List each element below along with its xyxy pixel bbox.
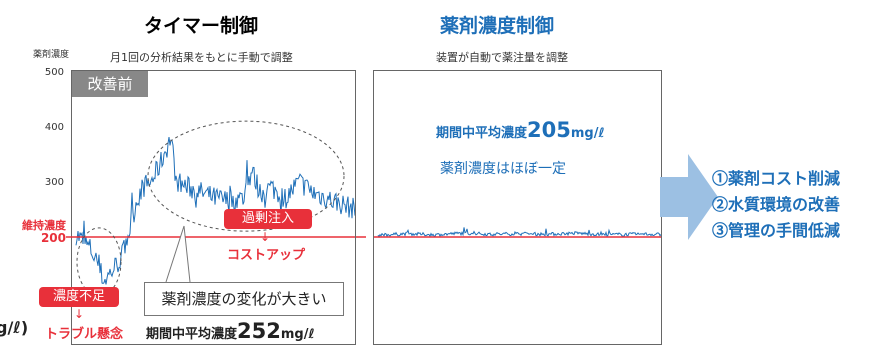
- left-chart-series-line: [75, 137, 355, 285]
- left-average-value: 252: [237, 319, 281, 343]
- y-tick-400: 400: [44, 122, 64, 133]
- threshold-axis-extension: [66, 236, 72, 238]
- maintain-label-value: 200: [40, 231, 66, 245]
- shortage-label: 濃度不足: [39, 287, 119, 307]
- excess-region-ellipse: [147, 120, 345, 232]
- right-chart-panel: [373, 70, 662, 345]
- stable-note: 薬剤濃度はほぼ一定: [440, 161, 566, 177]
- right-average-prefix: 期間中平均濃度: [436, 126, 528, 141]
- right-chart-title: 薬剤濃度制御: [440, 15, 555, 37]
- right-chart-plot: [374, 227, 661, 239]
- excess-arrow-icon: ↓: [260, 230, 271, 244]
- threshold-extension: [356, 236, 366, 238]
- cost-up-label: コストアップ: [227, 248, 306, 263]
- before-badge: 改善前: [72, 71, 148, 97]
- result-arrow-icon: [660, 154, 718, 240]
- left-average: 期間中平均濃度252mg/ℓ: [146, 319, 315, 343]
- left-chart-subtitle: 月1回の分析結果をもとに手動で調整: [110, 51, 293, 64]
- left-average-unit: mg/ℓ: [280, 327, 315, 342]
- maintain-label-text: 維持濃度: [22, 219, 66, 232]
- result-item-water: ②水質環境の改善: [712, 195, 841, 214]
- right-average-unit: mg/ℓ: [570, 126, 605, 141]
- right-chart-series-line: [377, 227, 661, 239]
- trouble-label: トラブル懸念: [45, 327, 124, 342]
- maintain-label: 維持濃度 200: [4, 219, 66, 245]
- y-tick-300: 300: [44, 177, 64, 188]
- excess-injection-label: 過剰注入: [224, 209, 312, 229]
- cut-unit-label: g/ℓ): [0, 318, 29, 337]
- left-chart-title: タイマー制御: [144, 15, 259, 37]
- shortage-arrow-icon: ↓: [74, 307, 85, 321]
- right-average-value: 205: [527, 118, 571, 142]
- result-item-cost: ①薬剤コスト削減: [712, 169, 841, 188]
- y-tick-500: 500: [44, 67, 64, 78]
- result-list: ①薬剤コスト削減 ②水質環境の改善 ③管理の手間低減: [712, 166, 840, 244]
- left-average-prefix: 期間中平均濃度: [146, 327, 238, 342]
- variation-callout: 薬剤濃度の変化が大きい: [144, 282, 344, 316]
- callout-pointer: [165, 225, 191, 283]
- y-axis-label: 薬剤濃度: [33, 50, 70, 60]
- right-average: 期間中平均濃度205mg/ℓ: [436, 118, 605, 142]
- right-chart-subtitle: 装置が自動で薬注量を調整: [436, 51, 568, 64]
- result-item-labor: ③管理の手間低減: [712, 221, 841, 240]
